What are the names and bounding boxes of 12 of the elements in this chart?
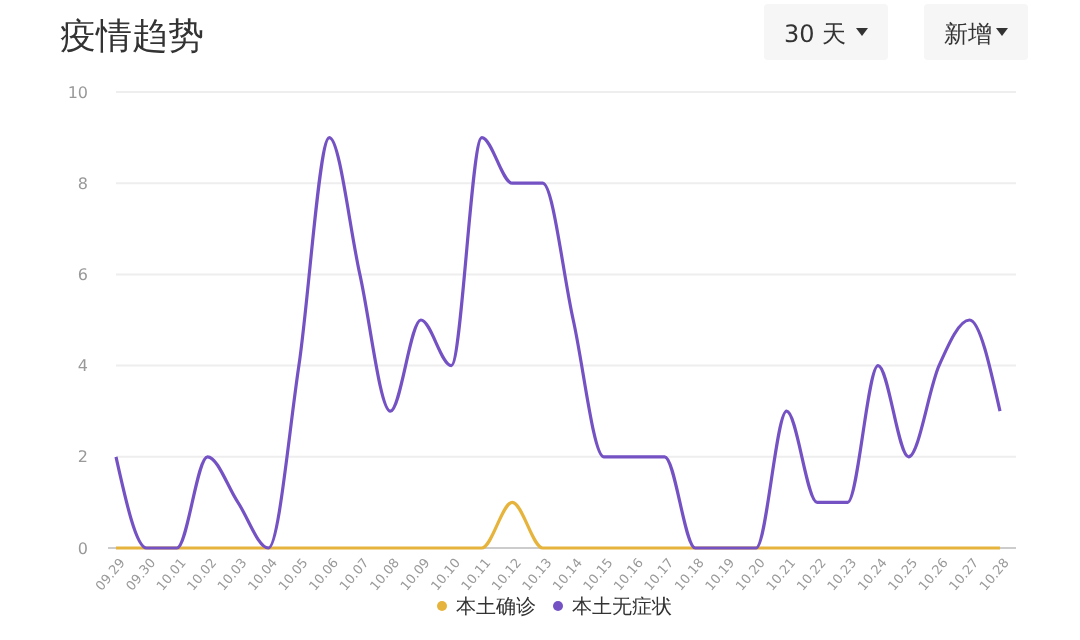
legend-label: 本土确诊 <box>456 595 536 619</box>
legend-label: 本土无症状 <box>572 595 672 619</box>
y-tick-label: 0 <box>77 539 88 558</box>
y-tick-label: 8 <box>77 174 88 193</box>
y-tick-label: 10 <box>67 83 88 102</box>
y-tick-label: 2 <box>77 448 88 467</box>
chart-title: 疫情趋势 <box>60 16 204 58</box>
y-tick-label: 4 <box>77 357 88 376</box>
y-tick-label: 6 <box>77 266 88 284</box>
text: 新增 <box>944 20 992 48</box>
line-series <box>114 136 1002 550</box>
text: 30 天 <box>784 20 847 48</box>
